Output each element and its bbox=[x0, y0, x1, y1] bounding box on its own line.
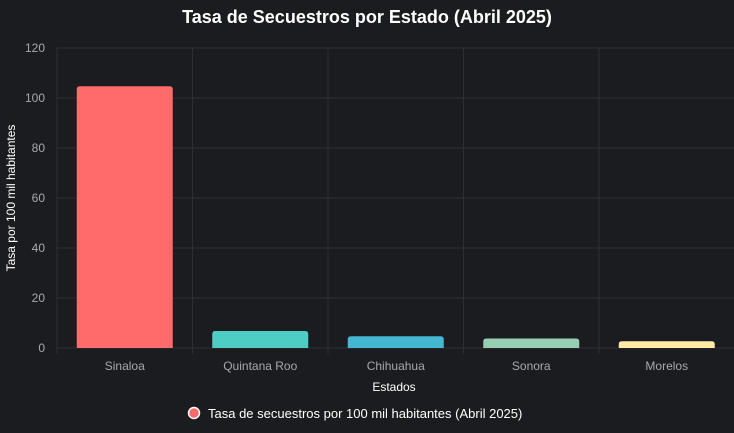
x-tick-label: Quintana Roo bbox=[223, 359, 297, 373]
x-axis-title: Estados bbox=[372, 380, 415, 394]
x-tick-label: Sinaloa bbox=[105, 359, 145, 373]
bar-chihuahua[interactable] bbox=[347, 336, 444, 348]
x-tick-label: Sonora bbox=[512, 359, 551, 373]
bar-quintana-roo[interactable] bbox=[212, 331, 309, 348]
bars bbox=[76, 86, 715, 349]
y-tick-label: 80 bbox=[32, 141, 46, 155]
chart-title: Tasa de Secuestros por Estado (Abril 202… bbox=[182, 7, 552, 27]
y-axis-ticks: 0 20 40 60 80 100 120 bbox=[25, 41, 45, 355]
y-tick-label: 100 bbox=[25, 91, 45, 105]
bar-sinaloa[interactable] bbox=[76, 86, 173, 348]
y-tick-label: 40 bbox=[32, 241, 46, 255]
y-tick-label: 60 bbox=[32, 191, 46, 205]
legend[interactable]: Tasa de secuestros por 100 mil habitante… bbox=[187, 406, 523, 421]
x-tick-label: Morelos bbox=[645, 359, 688, 373]
x-axis-ticks: Sinaloa Quintana Roo Chihuahua Sonora Morelo… bbox=[105, 359, 688, 373]
y-axis-title: Tasa por 100 mil habitantes bbox=[4, 125, 18, 272]
y-tick-label: 120 bbox=[25, 41, 45, 55]
y-tick-label: 0 bbox=[38, 341, 45, 355]
legend-label: Tasa de secuestros por 100 mil habitante… bbox=[208, 406, 522, 421]
legend-swatch bbox=[187, 406, 201, 420]
x-tick-label: Chihuahua bbox=[367, 359, 425, 373]
y-tick-label: 20 bbox=[32, 291, 46, 305]
bar-sonora[interactable] bbox=[483, 338, 580, 349]
bar-morelos[interactable] bbox=[618, 341, 715, 348]
